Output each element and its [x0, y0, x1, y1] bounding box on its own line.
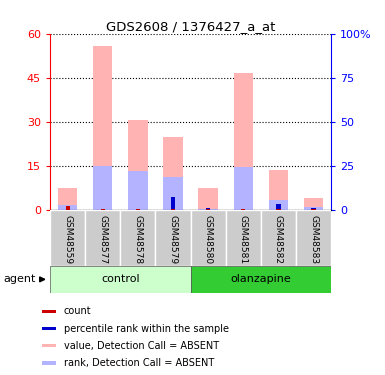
Bar	[93, 166, 112, 210]
Bar	[234, 167, 253, 210]
Bar	[163, 177, 182, 210]
Bar	[85, 210, 120, 266]
Bar	[191, 266, 331, 292]
Text: olanzapine: olanzapine	[231, 274, 291, 284]
Bar	[50, 266, 191, 292]
Bar	[234, 74, 253, 210]
Bar	[42, 344, 55, 347]
Bar	[128, 120, 147, 210]
Text: control: control	[101, 274, 140, 284]
Bar	[191, 210, 226, 266]
Text: count: count	[64, 306, 92, 316]
Bar	[241, 209, 245, 210]
Bar	[136, 209, 140, 210]
Text: value, Detection Call = ABSENT: value, Detection Call = ABSENT	[64, 341, 219, 351]
Text: GSM48577: GSM48577	[98, 214, 107, 264]
Bar	[128, 171, 147, 210]
Bar	[93, 45, 112, 210]
Text: GSM48580: GSM48580	[204, 214, 213, 264]
Text: GSM48579: GSM48579	[169, 214, 177, 264]
Bar	[100, 209, 105, 210]
Bar	[65, 206, 70, 210]
Bar	[156, 210, 191, 266]
Bar	[50, 210, 85, 266]
Bar	[199, 209, 218, 210]
Bar	[163, 136, 182, 210]
Bar	[261, 210, 296, 266]
Text: GSM48582: GSM48582	[274, 214, 283, 264]
Bar	[304, 207, 323, 210]
Bar	[276, 204, 281, 210]
Bar	[269, 200, 288, 210]
Bar	[58, 205, 77, 210]
Bar	[199, 188, 218, 210]
Bar	[241, 209, 245, 210]
Bar	[65, 207, 70, 210]
Bar	[311, 209, 316, 210]
Bar	[226, 210, 261, 266]
Bar	[42, 362, 55, 364]
Bar	[206, 209, 210, 210]
Text: GSM48583: GSM48583	[309, 214, 318, 264]
Bar	[171, 197, 175, 210]
Bar	[269, 170, 288, 210]
Bar	[58, 188, 77, 210]
Text: GSM48559: GSM48559	[63, 214, 72, 264]
Bar	[42, 327, 55, 330]
Bar	[311, 208, 316, 210]
Bar	[206, 208, 210, 210]
Text: percentile rank within the sample: percentile rank within the sample	[64, 324, 229, 333]
Bar	[296, 210, 331, 266]
Text: agent: agent	[4, 274, 36, 284]
Text: GSM48578: GSM48578	[133, 214, 142, 264]
Bar	[42, 309, 55, 313]
Bar	[136, 209, 140, 210]
Bar	[100, 209, 105, 210]
Bar	[276, 209, 281, 210]
Bar	[171, 209, 175, 210]
Title: GDS2608 / 1376427_a_at: GDS2608 / 1376427_a_at	[106, 20, 275, 33]
Text: rank, Detection Call = ABSENT: rank, Detection Call = ABSENT	[64, 358, 214, 368]
Bar	[304, 198, 323, 210]
Text: GSM48581: GSM48581	[239, 214, 248, 264]
Bar	[121, 210, 156, 266]
